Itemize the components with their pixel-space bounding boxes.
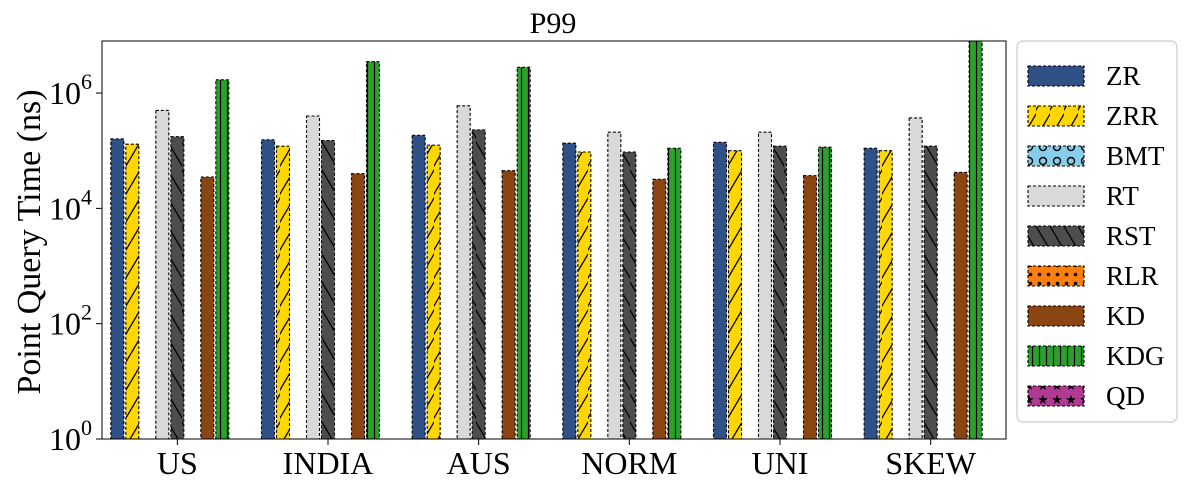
plot-frame xyxy=(101,40,1007,440)
y-tick-label: 102 xyxy=(49,300,92,342)
bar-zr-uni xyxy=(712,141,728,440)
legend-label: BMT xyxy=(1106,141,1165,171)
legend-label: RST xyxy=(1106,221,1156,251)
legend-item-kd: KD xyxy=(1027,301,1145,331)
x-tick-label: NORM xyxy=(581,445,677,481)
x-tick-label: US xyxy=(157,445,198,481)
x-tick-label: INDIA xyxy=(283,445,374,481)
legend-label: ZR xyxy=(1106,61,1141,91)
legend-label: QD xyxy=(1106,381,1145,411)
legend-item-rlr: RLR xyxy=(1027,261,1159,291)
y-axis-label: Point Query Time (ns) xyxy=(11,89,48,394)
legend-item-kdg: KDG xyxy=(1027,341,1165,371)
bar-rt-aus xyxy=(456,105,471,440)
legend-item-qd: QD xyxy=(1027,381,1145,411)
chart-title: P99 xyxy=(530,7,577,40)
bar-kd-skew xyxy=(953,171,968,440)
bar-kd-india xyxy=(350,173,366,440)
legend-box xyxy=(1016,40,1178,423)
legend-item-rt: RT xyxy=(1027,181,1139,211)
bar-kd-us xyxy=(200,176,215,440)
bar-rst-norm xyxy=(622,151,637,440)
y-tick-label: 100 xyxy=(49,415,92,457)
bar-kdg-india xyxy=(365,61,381,440)
bar-rst-skew xyxy=(923,145,938,440)
bar-kd-aus xyxy=(501,170,516,440)
legend-label: KD xyxy=(1106,301,1145,331)
bar-zr-norm xyxy=(562,142,577,440)
legend: ZR ZRR BMT RT RST RLR KD KDG QD xyxy=(1016,40,1178,423)
bar-zrr-norm xyxy=(577,151,592,440)
bar-kd-norm xyxy=(652,178,667,440)
bar-rt-uni xyxy=(757,131,773,440)
bar-rt-india xyxy=(305,115,321,440)
plot-area: 100 102 104 106 US INDIA AUS NORM UNI SKEW xyxy=(49,40,983,481)
legend-item-rst: RST xyxy=(1027,221,1156,251)
legend-label: RT xyxy=(1106,181,1139,211)
bar-zr-india xyxy=(260,139,276,440)
y-tick-label: 104 xyxy=(49,184,92,226)
legend-item-bmt: BMT xyxy=(1027,141,1165,171)
x-tick-label: SKEW xyxy=(885,445,976,481)
bar-kdg-uni xyxy=(817,146,833,440)
legend-swatch xyxy=(1028,66,1084,86)
bar-zrr-skew xyxy=(878,150,893,440)
legend-item-zr: ZR xyxy=(1027,61,1141,91)
legend-label: ZRR xyxy=(1106,101,1159,131)
y-tick-label: 106 xyxy=(49,69,92,111)
bar-zrr-aus xyxy=(426,144,441,440)
x-tick-label: AUS xyxy=(447,445,511,481)
bar-zr-us xyxy=(110,138,125,440)
bar-kdg-norm xyxy=(667,147,682,440)
bar-zr-aus xyxy=(411,134,426,440)
legend-swatch xyxy=(1028,306,1084,326)
bar-kdg-us xyxy=(215,79,230,440)
bar-kdg-aus xyxy=(516,66,531,440)
bar-rt-norm xyxy=(607,131,622,440)
legend-label: RLR xyxy=(1106,261,1159,291)
bar-rt-us xyxy=(155,109,170,440)
bar-zrr-uni xyxy=(727,150,743,440)
legend-swatch xyxy=(1028,186,1084,206)
bar-rst-uni xyxy=(772,145,788,440)
x-tick-label: UNI xyxy=(752,445,809,481)
bar-zr-skew xyxy=(863,147,878,440)
bar-rst-india xyxy=(320,140,336,440)
bar-zrr-us xyxy=(125,143,140,440)
bar-kd-uni xyxy=(802,175,818,440)
legend-label: KDG xyxy=(1106,341,1165,371)
bar-kdg-skew xyxy=(968,40,983,440)
bar-zrr-india xyxy=(275,145,291,440)
bar-rst-aus xyxy=(471,129,486,440)
bar-rst-us xyxy=(170,136,185,440)
bar-rt-skew xyxy=(908,117,923,440)
legend-item-zrr: ZRR xyxy=(1027,101,1159,131)
